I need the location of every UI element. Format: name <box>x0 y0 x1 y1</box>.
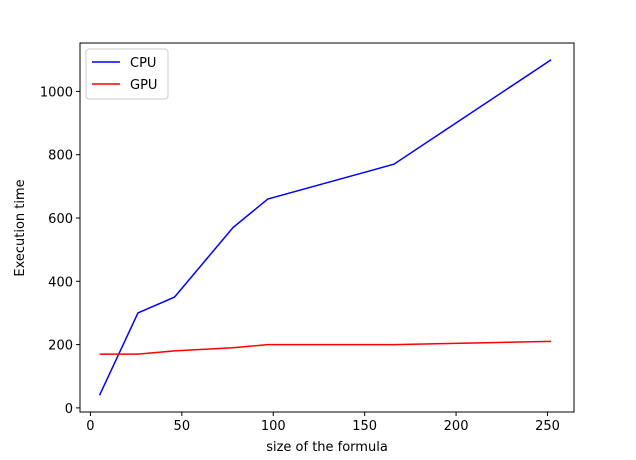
y-tick-label: 1000 <box>40 85 73 100</box>
plot-frame <box>79 42 575 413</box>
x-axis-label: size of the formula <box>266 440 388 455</box>
x-tick-label: 200 <box>444 419 469 434</box>
y-tick-label: 600 <box>48 212 73 227</box>
x-tick-label: 250 <box>535 419 560 434</box>
x-tick-label: 100 <box>261 419 286 434</box>
y-axis-label: Execution time <box>13 179 28 276</box>
y-tick-label: 200 <box>48 339 73 354</box>
legend-label: GPU <box>130 78 157 93</box>
series-line <box>98 59 552 396</box>
y-tick-label: 400 <box>48 275 73 290</box>
x-tick-label: 50 <box>174 419 191 434</box>
x-tick-label: 0 <box>86 419 94 434</box>
legend-label: CPU <box>130 56 156 71</box>
y-tick-label: 0 <box>65 402 73 417</box>
y-tick-label: 800 <box>48 149 73 164</box>
x-tick-label: 150 <box>352 419 377 434</box>
series-line <box>99 340 552 355</box>
